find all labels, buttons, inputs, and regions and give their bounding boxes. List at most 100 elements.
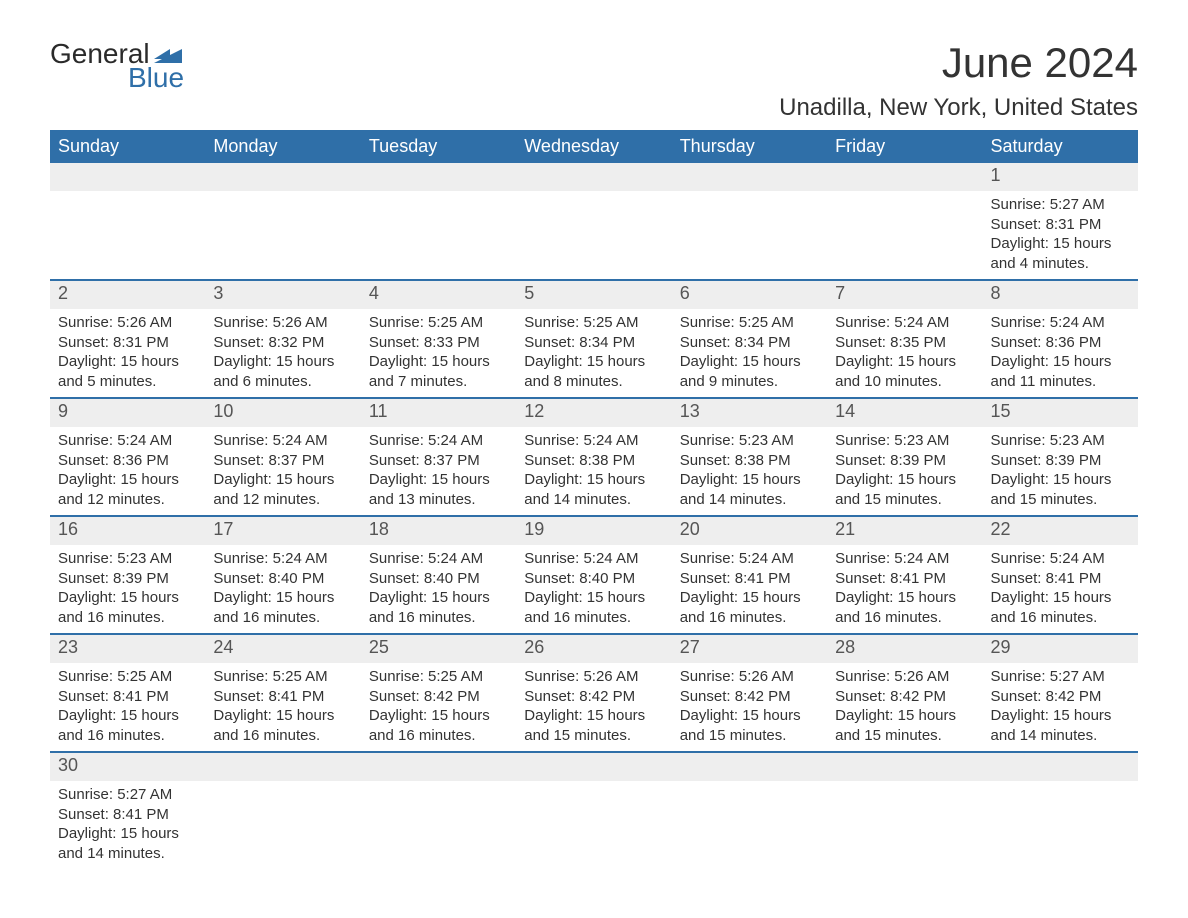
sunrise-text: Sunrise: 5:26 AM xyxy=(58,313,197,333)
sunrise-text: Sunrise: 5:24 AM xyxy=(369,549,508,569)
sunrise-text: Sunrise: 5:27 AM xyxy=(991,195,1130,215)
day-details-row: Sunrise: 5:27 AMSunset: 8:31 PMDaylight:… xyxy=(50,191,1138,280)
daylight-text: Daylight: 15 hours and 16 minutes. xyxy=(991,588,1130,627)
daylight-text: Daylight: 15 hours and 16 minutes. xyxy=(58,706,197,745)
day-number: 22 xyxy=(983,516,1138,545)
day-number: 16 xyxy=(50,516,205,545)
daylight-text: Daylight: 15 hours and 15 minutes. xyxy=(835,706,974,745)
daylight-text: Daylight: 15 hours and 15 minutes. xyxy=(524,706,663,745)
day-number xyxy=(516,752,671,781)
sunrise-text: Sunrise: 5:23 AM xyxy=(58,549,197,569)
daylight-text: Daylight: 15 hours and 8 minutes. xyxy=(524,352,663,391)
day-number: 5 xyxy=(516,280,671,309)
day-number: 6 xyxy=(672,280,827,309)
sunset-text: Sunset: 8:37 PM xyxy=(213,451,352,471)
day-details-row: Sunrise: 5:23 AMSunset: 8:39 PMDaylight:… xyxy=(50,545,1138,634)
daylight-text: Daylight: 15 hours and 14 minutes. xyxy=(991,706,1130,745)
day-number-row: 1 xyxy=(50,163,1138,191)
daylight-text: Daylight: 15 hours and 11 minutes. xyxy=(991,352,1130,391)
sunset-text: Sunset: 8:39 PM xyxy=(835,451,974,471)
day-number-row: 30 xyxy=(50,752,1138,781)
day-number: 20 xyxy=(672,516,827,545)
day-number: 27 xyxy=(672,634,827,663)
sunset-text: Sunset: 8:33 PM xyxy=(369,333,508,353)
sunset-text: Sunset: 8:41 PM xyxy=(991,569,1130,589)
sunrise-text: Sunrise: 5:23 AM xyxy=(680,431,819,451)
sunrise-text: Sunrise: 5:24 AM xyxy=(680,549,819,569)
day-details xyxy=(361,781,516,869)
sunset-text: Sunset: 8:40 PM xyxy=(369,569,508,589)
day-details: Sunrise: 5:24 AMSunset: 8:40 PMDaylight:… xyxy=(205,545,360,634)
daylight-text: Daylight: 15 hours and 6 minutes. xyxy=(213,352,352,391)
sunset-text: Sunset: 8:36 PM xyxy=(58,451,197,471)
sunset-text: Sunset: 8:31 PM xyxy=(58,333,197,353)
day-details xyxy=(672,781,827,869)
sunrise-text: Sunrise: 5:24 AM xyxy=(524,431,663,451)
daylight-text: Daylight: 15 hours and 12 minutes. xyxy=(58,470,197,509)
sunset-text: Sunset: 8:35 PM xyxy=(835,333,974,353)
day-number xyxy=(827,163,982,191)
day-details: Sunrise: 5:24 AMSunset: 8:40 PMDaylight:… xyxy=(361,545,516,634)
sunset-text: Sunset: 8:34 PM xyxy=(524,333,663,353)
day-details xyxy=(516,781,671,869)
sunrise-text: Sunrise: 5:24 AM xyxy=(835,549,974,569)
sunrise-text: Sunrise: 5:24 AM xyxy=(835,313,974,333)
sunset-text: Sunset: 8:42 PM xyxy=(369,687,508,707)
day-details xyxy=(205,191,360,280)
day-number xyxy=(672,163,827,191)
day-number: 13 xyxy=(672,398,827,427)
day-details: Sunrise: 5:24 AMSunset: 8:36 PMDaylight:… xyxy=(50,427,205,516)
sunrise-text: Sunrise: 5:27 AM xyxy=(991,667,1130,687)
daylight-text: Daylight: 15 hours and 16 minutes. xyxy=(213,706,352,745)
sunrise-text: Sunrise: 5:24 AM xyxy=(58,431,197,451)
day-number: 11 xyxy=(361,398,516,427)
sunset-text: Sunset: 8:41 PM xyxy=(58,805,197,825)
daylight-text: Daylight: 15 hours and 16 minutes. xyxy=(680,588,819,627)
calendar-table: Sunday Monday Tuesday Wednesday Thursday… xyxy=(50,130,1138,869)
day-details xyxy=(50,191,205,280)
page-title: June 2024 xyxy=(779,40,1138,86)
daylight-text: Daylight: 15 hours and 4 minutes. xyxy=(991,234,1130,273)
daylight-text: Daylight: 15 hours and 14 minutes. xyxy=(524,470,663,509)
sunset-text: Sunset: 8:36 PM xyxy=(991,333,1130,353)
day-number: 15 xyxy=(983,398,1138,427)
sunset-text: Sunset: 8:41 PM xyxy=(835,569,974,589)
day-number xyxy=(50,163,205,191)
weekday-header: Monday xyxy=(205,130,360,163)
daylight-text: Daylight: 15 hours and 15 minutes. xyxy=(835,470,974,509)
daylight-text: Daylight: 15 hours and 9 minutes. xyxy=(680,352,819,391)
day-details: Sunrise: 5:25 AMSunset: 8:42 PMDaylight:… xyxy=(361,663,516,752)
day-number-row: 16171819202122 xyxy=(50,516,1138,545)
day-number: 19 xyxy=(516,516,671,545)
sunrise-text: Sunrise: 5:26 AM xyxy=(835,667,974,687)
sunrise-text: Sunrise: 5:23 AM xyxy=(991,431,1130,451)
day-number: 4 xyxy=(361,280,516,309)
day-number xyxy=(983,752,1138,781)
sunrise-text: Sunrise: 5:25 AM xyxy=(369,313,508,333)
daylight-text: Daylight: 15 hours and 12 minutes. xyxy=(213,470,352,509)
day-number xyxy=(361,163,516,191)
weekday-header: Thursday xyxy=(672,130,827,163)
sunset-text: Sunset: 8:31 PM xyxy=(991,215,1130,235)
day-number: 3 xyxy=(205,280,360,309)
sunset-text: Sunset: 8:42 PM xyxy=(991,687,1130,707)
day-details: Sunrise: 5:24 AMSunset: 8:40 PMDaylight:… xyxy=(516,545,671,634)
day-number: 25 xyxy=(361,634,516,663)
daylight-text: Daylight: 15 hours and 16 minutes. xyxy=(213,588,352,627)
day-number: 8 xyxy=(983,280,1138,309)
weekday-header: Sunday xyxy=(50,130,205,163)
day-details xyxy=(827,781,982,869)
day-number xyxy=(516,163,671,191)
sunrise-text: Sunrise: 5:25 AM xyxy=(524,313,663,333)
brand-icon xyxy=(154,45,182,63)
sunrise-text: Sunrise: 5:24 AM xyxy=(991,549,1130,569)
sunset-text: Sunset: 8:42 PM xyxy=(835,687,974,707)
sunset-text: Sunset: 8:38 PM xyxy=(680,451,819,471)
day-details: Sunrise: 5:24 AMSunset: 8:37 PMDaylight:… xyxy=(205,427,360,516)
day-number: 23 xyxy=(50,634,205,663)
day-number: 14 xyxy=(827,398,982,427)
day-details xyxy=(672,191,827,280)
sunrise-text: Sunrise: 5:24 AM xyxy=(213,431,352,451)
sunset-text: Sunset: 8:41 PM xyxy=(213,687,352,707)
day-details: Sunrise: 5:24 AMSunset: 8:41 PMDaylight:… xyxy=(672,545,827,634)
